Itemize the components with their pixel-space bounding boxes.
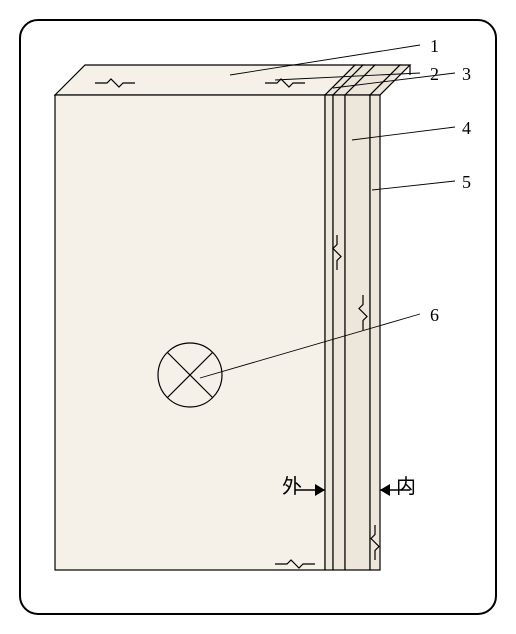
diagram-canvas: 1 2 3 4 5 6 外 内 — [0, 0, 516, 634]
callout-2: 2 — [430, 64, 439, 85]
callout-6: 6 — [430, 305, 439, 326]
callout-3: 3 — [462, 64, 471, 85]
label-outer: 外 — [282, 470, 302, 499]
label-inner: 内 — [396, 470, 416, 499]
callout-1: 1 — [430, 36, 439, 57]
callout-4: 4 — [462, 118, 471, 139]
callout-5: 5 — [462, 172, 471, 193]
